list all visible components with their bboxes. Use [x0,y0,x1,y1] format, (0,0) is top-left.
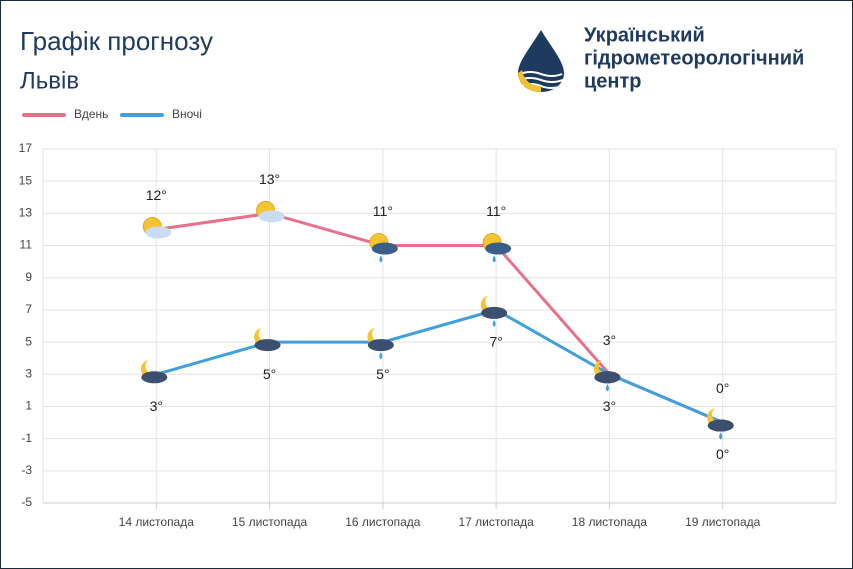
data-label: 12° [146,187,167,203]
data-label: 11° [486,203,506,219]
weather-icon [142,216,172,239]
y-tick-label: 17 [19,141,33,155]
x-tick-label: 19 листопада [685,515,761,529]
cloud [141,371,168,384]
cloud [145,226,172,239]
chart-subtitle: Львів [20,67,79,94]
y-tick-label: 5 [25,334,32,348]
cloud [485,242,512,255]
x-tick-label: 16 листопада [345,515,421,529]
data-label: 5° [263,366,276,382]
cloud [594,371,621,384]
drop [379,352,383,360]
weather-icon [256,200,285,223]
x-tick-label: 18 листопада [572,515,648,529]
weather-icon [593,360,621,392]
y-tick-label: 15 [19,173,33,187]
drop [492,319,496,327]
drop [379,255,383,263]
series-line [155,308,724,424]
data-label: 3° [603,332,616,348]
weather-icon [140,360,168,384]
legend-label: Вночі [172,107,202,121]
y-tick-label: -5 [21,495,32,509]
y-tick-label: 11 [20,238,33,252]
data-label: 3° [150,398,163,414]
y-tick-label: 13 [19,206,33,220]
cloud [371,242,398,255]
y-tick-label: -1 [21,431,32,445]
logo-text: центр [584,70,642,92]
y-tick-label: -3 [21,463,32,477]
data-label: 11° [373,203,393,219]
logo-text: Український [584,24,705,46]
cloud [258,210,285,223]
weather-icon [254,328,281,352]
data-label: 0° [716,446,729,462]
drop [492,255,496,263]
y-tick-label: 9 [25,270,32,284]
x-tick-label: 15 листопада [232,515,308,529]
legend-label: Вдень [74,107,108,121]
data-label: 7° [489,334,502,350]
y-tick-label: 7 [25,302,32,316]
cloud [481,306,508,319]
x-tick-label: 14 листопада [119,515,195,529]
x-tick-label: 17 листопада [459,515,535,529]
cloud [254,339,281,352]
data-label: 13° [259,171,280,187]
cloud [367,339,394,352]
data-label: 0° [716,380,729,396]
cloud [707,419,734,432]
chart-title: Графік прогнозу [20,26,213,56]
weather-icon [482,233,512,263]
weather-icon [707,408,734,440]
data-label: 5° [376,366,389,382]
drop [719,432,723,440]
weather-icon [367,328,394,360]
data-label: 3° [603,398,616,414]
weather-icon [369,233,398,263]
logo-icon [518,30,564,92]
weather-icon [480,295,508,327]
drop [605,384,609,392]
logo-text: гідрометеорологічний [584,47,804,69]
y-tick-label: 3 [25,366,32,380]
y-tick-label: 1 [25,399,32,413]
